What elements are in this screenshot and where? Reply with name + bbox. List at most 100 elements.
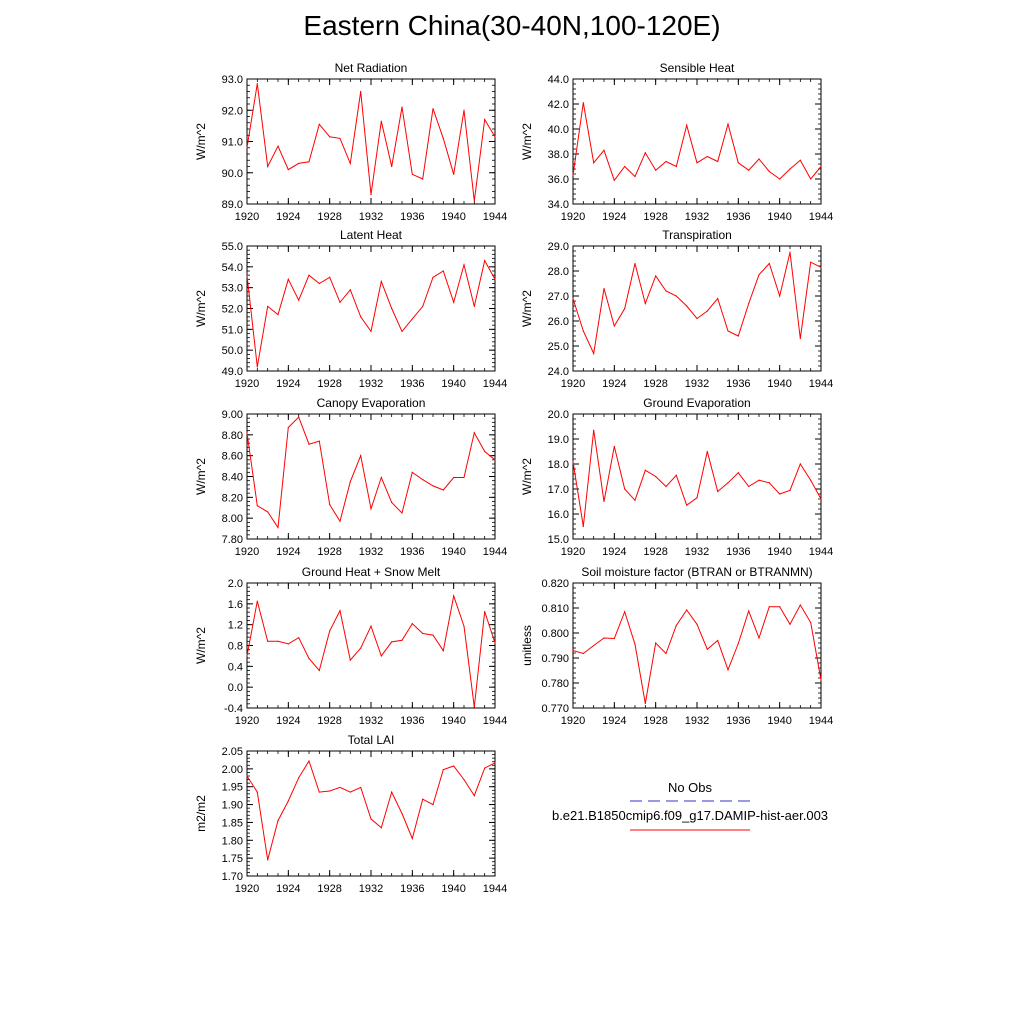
data-point	[422, 479, 424, 481]
data-point	[442, 768, 444, 771]
data-point	[675, 474, 677, 476]
y-tick-label: 8.20	[222, 492, 243, 504]
legend-model-label: b.e21.B1850cmip6.f09_g17.DAMIP-hist-aer.…	[552, 808, 828, 823]
data-point	[675, 624, 677, 627]
data-point	[308, 657, 310, 660]
data-point	[655, 275, 657, 277]
panel-title: Ground Heat + Snow Melt	[302, 565, 441, 579]
data-point	[494, 278, 496, 280]
data-point	[339, 610, 341, 612]
series-line	[246, 83, 496, 201]
x-tick-label: 1940	[441, 715, 465, 727]
panel-title: Ground Evaporation	[643, 396, 750, 410]
data-point	[593, 162, 595, 164]
data-point	[789, 623, 791, 625]
data-point	[634, 499, 636, 501]
x-tick-label: 1924	[276, 883, 300, 895]
data-point	[706, 450, 708, 453]
data-point	[401, 639, 403, 641]
data-point	[349, 162, 351, 164]
data-point	[665, 160, 667, 163]
data-point	[391, 165, 393, 168]
plot-frame	[572, 78, 822, 205]
data-point	[411, 173, 413, 175]
data-point	[820, 679, 822, 681]
data-point	[748, 485, 750, 488]
x-tick-label: 1944	[483, 211, 507, 223]
y-tick-label: 50.0	[222, 345, 243, 357]
data-point	[706, 310, 708, 312]
data-point	[391, 791, 393, 793]
data-point	[422, 632, 424, 635]
data-point	[768, 482, 770, 484]
data-point	[665, 652, 667, 655]
y-tick-label: 0.820	[541, 578, 569, 590]
data-point	[644, 469, 646, 471]
data-point	[442, 137, 444, 139]
series-line	[572, 102, 822, 182]
series-line	[246, 759, 496, 861]
x-tick-label: 1924	[602, 715, 626, 727]
data-point	[686, 504, 688, 506]
x-tick-label: 1940	[441, 378, 465, 390]
data-point	[246, 147, 248, 149]
x-tick-label: 1924	[276, 715, 300, 727]
x-tick-label: 1924	[602, 211, 626, 223]
x-tick-label: 1944	[483, 883, 507, 895]
y-tick-label: 26.0	[548, 316, 569, 328]
y-tick-label: 51.0	[222, 324, 243, 336]
data-point	[494, 762, 496, 764]
data-point	[277, 640, 279, 642]
data-point	[494, 459, 496, 461]
data-point	[779, 178, 781, 180]
y-tick-label: 53.0	[222, 283, 243, 295]
y-axis-label: W/m^2	[194, 627, 208, 664]
panel-title: Latent Heat	[340, 228, 403, 242]
data-point	[572, 297, 574, 300]
x-tick-label: 1920	[235, 883, 259, 895]
data-point	[696, 623, 698, 625]
data-point	[370, 194, 372, 196]
data-point	[318, 791, 320, 793]
panel-title: Net Radiation	[335, 61, 408, 75]
data-point	[624, 488, 626, 490]
data-point	[473, 432, 475, 434]
x-tick-label: 1932	[685, 378, 709, 390]
data-point	[494, 136, 496, 138]
panel-title: Soil moisture factor (BTRAN or BTRANMN)	[581, 565, 812, 579]
x-tick-label: 1936	[400, 546, 424, 558]
data-point	[463, 625, 465, 627]
y-axis-label: W/m^2	[194, 290, 208, 327]
data-point	[329, 136, 331, 138]
data-point	[696, 162, 698, 164]
data-point	[360, 786, 362, 789]
data-point	[287, 169, 289, 171]
y-tick-label: 27.0	[548, 291, 569, 303]
y-tick-label: 1.6	[228, 599, 243, 611]
data-point	[603, 287, 605, 290]
x-tick-label: 1928	[643, 378, 667, 390]
data-point	[484, 611, 486, 613]
data-point	[799, 159, 801, 161]
panel-soil-moisture-factor-btran-or-btranmn: 1920 1924 1928 1932 1936 1940 1944 0.770 0.780 0.…	[520, 565, 833, 727]
y-tick-label: 18.0	[548, 459, 569, 471]
data-point	[758, 637, 760, 639]
y-tick-label: -0.4	[224, 703, 243, 715]
plot-frame	[246, 750, 496, 877]
y-tick-label: 0.810	[541, 603, 569, 615]
data-point	[391, 501, 393, 504]
data-point	[820, 266, 822, 268]
data-point	[453, 301, 455, 303]
data-point	[339, 137, 341, 139]
x-tick-label: 1920	[235, 715, 259, 727]
data-point	[401, 512, 403, 514]
data-point	[432, 485, 434, 487]
data-point	[593, 429, 595, 431]
y-tick-label: 0.790	[541, 653, 569, 665]
y-tick-label: 8.40	[222, 472, 243, 484]
x-tick-label: 1928	[317, 378, 341, 390]
y-tick-label: 34.0	[548, 199, 569, 211]
data-point	[717, 160, 719, 163]
data-point	[422, 178, 424, 180]
